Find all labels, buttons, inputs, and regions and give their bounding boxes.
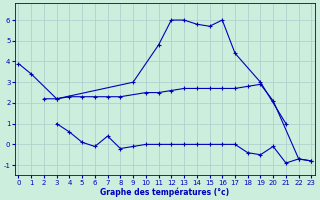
X-axis label: Graphe des températures (°c): Graphe des températures (°c) xyxy=(100,187,229,197)
